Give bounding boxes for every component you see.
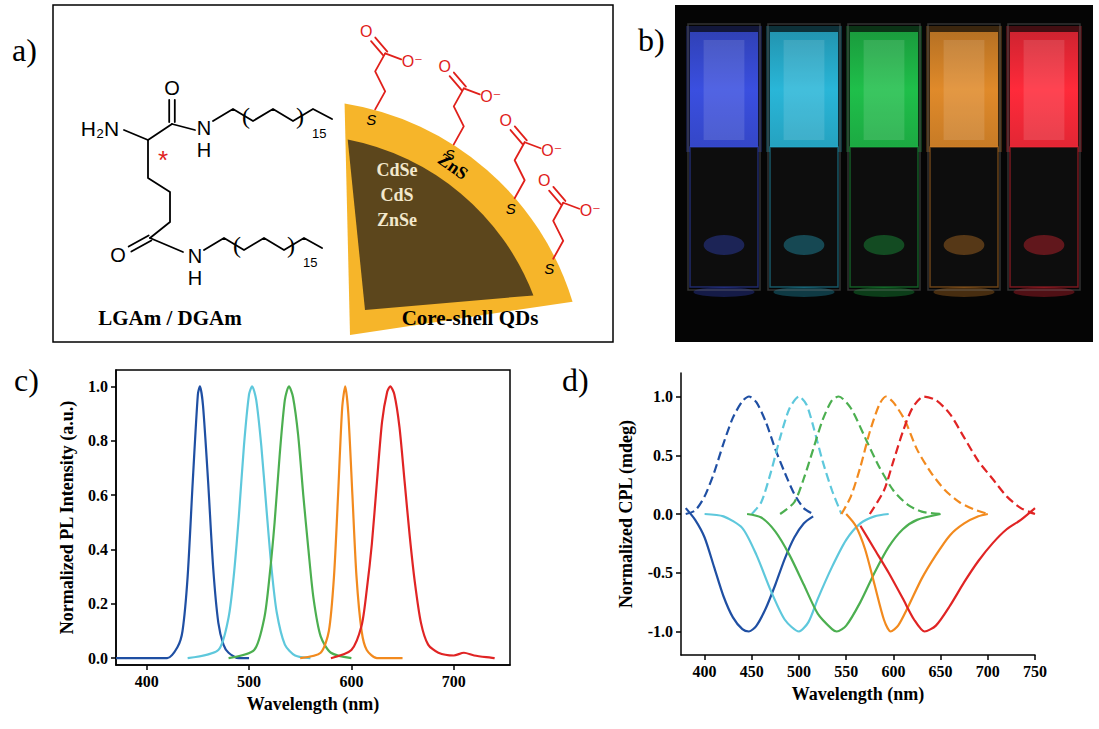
svg-text:O: O bbox=[439, 58, 451, 75]
svg-text:1.0: 1.0 bbox=[653, 388, 673, 405]
svg-text:0.0: 0.0 bbox=[653, 506, 673, 523]
svg-text:H₂N: H₂N bbox=[81, 117, 119, 140]
svg-text:O: O bbox=[360, 23, 372, 40]
svg-text:Wavelength (nm): Wavelength (nm) bbox=[792, 684, 925, 705]
svg-text:S: S bbox=[544, 260, 554, 277]
svg-text:b): b) bbox=[638, 22, 665, 58]
svg-text:400: 400 bbox=[693, 663, 717, 680]
svg-text:(: ( bbox=[242, 103, 250, 129]
svg-text:CdS: CdS bbox=[380, 185, 413, 205]
svg-text:700: 700 bbox=[976, 663, 1000, 680]
svg-text:0.6: 0.6 bbox=[88, 487, 108, 504]
svg-text:*: * bbox=[158, 145, 168, 175]
svg-text:600: 600 bbox=[339, 673, 363, 690]
svg-text:15: 15 bbox=[312, 126, 326, 141]
svg-text:1.0: 1.0 bbox=[88, 378, 108, 395]
svg-text:0.4: 0.4 bbox=[88, 541, 108, 558]
svg-text:S: S bbox=[445, 146, 455, 163]
svg-text:O: O bbox=[538, 172, 550, 189]
svg-text:CdSe: CdSe bbox=[376, 160, 417, 180]
svg-text:Wavelength (nm): Wavelength (nm) bbox=[247, 694, 380, 715]
svg-text:O: O bbox=[110, 244, 126, 266]
svg-text:0.2: 0.2 bbox=[88, 595, 108, 612]
svg-text:ZnS: ZnS bbox=[434, 148, 472, 184]
svg-text:(: ( bbox=[233, 232, 241, 258]
svg-text:O⁻: O⁻ bbox=[541, 142, 562, 159]
svg-text:S: S bbox=[506, 200, 516, 217]
svg-text:O⁻: O⁻ bbox=[580, 202, 601, 219]
svg-text:650: 650 bbox=[929, 663, 953, 680]
svg-text:400: 400 bbox=[135, 673, 159, 690]
svg-text:450: 450 bbox=[740, 663, 764, 680]
svg-text:0.8: 0.8 bbox=[88, 432, 108, 449]
svg-text:ZnSe: ZnSe bbox=[377, 210, 417, 230]
svg-text:500: 500 bbox=[787, 663, 811, 680]
svg-text:600: 600 bbox=[881, 663, 905, 680]
html-text:c): c) bbox=[14, 362, 39, 398]
svg-text:O⁻: O⁻ bbox=[402, 53, 423, 70]
svg-text:500: 500 bbox=[237, 673, 261, 690]
svg-text:0.5: 0.5 bbox=[653, 447, 673, 464]
svg-text:N: N bbox=[197, 117, 211, 139]
svg-text:a): a) bbox=[12, 32, 37, 68]
svg-text:O: O bbox=[164, 77, 180, 99]
svg-text:Core-shell QDs: Core-shell QDs bbox=[402, 306, 539, 330]
svg-text:15: 15 bbox=[303, 255, 317, 270]
svg-text:S: S bbox=[366, 111, 376, 128]
svg-text:Normalized CPL (mdeg): Normalized CPL (mdeg) bbox=[616, 420, 637, 608]
svg-text:H: H bbox=[197, 139, 211, 161]
svg-text:): ) bbox=[296, 103, 304, 129]
svg-text:0.0: 0.0 bbox=[88, 650, 108, 667]
svg-text:700: 700 bbox=[442, 673, 466, 690]
svg-text:Normalized PL Intensity (a.u.): Normalized PL Intensity (a.u.) bbox=[57, 401, 78, 635]
svg-text:O⁻: O⁻ bbox=[480, 88, 501, 105]
svg-text:O: O bbox=[499, 112, 511, 129]
svg-text:): ) bbox=[287, 232, 295, 258]
svg-text:H: H bbox=[188, 267, 202, 289]
svg-text:N: N bbox=[188, 245, 202, 267]
svg-text:LGAm / DGAm: LGAm / DGAm bbox=[98, 306, 242, 330]
svg-text:550: 550 bbox=[834, 663, 858, 680]
svg-text:750: 750 bbox=[1023, 663, 1047, 680]
svg-text:-0.5: -0.5 bbox=[648, 564, 673, 581]
svg-text:-1.0: -1.0 bbox=[648, 623, 673, 640]
html-text:d): d) bbox=[562, 362, 589, 398]
